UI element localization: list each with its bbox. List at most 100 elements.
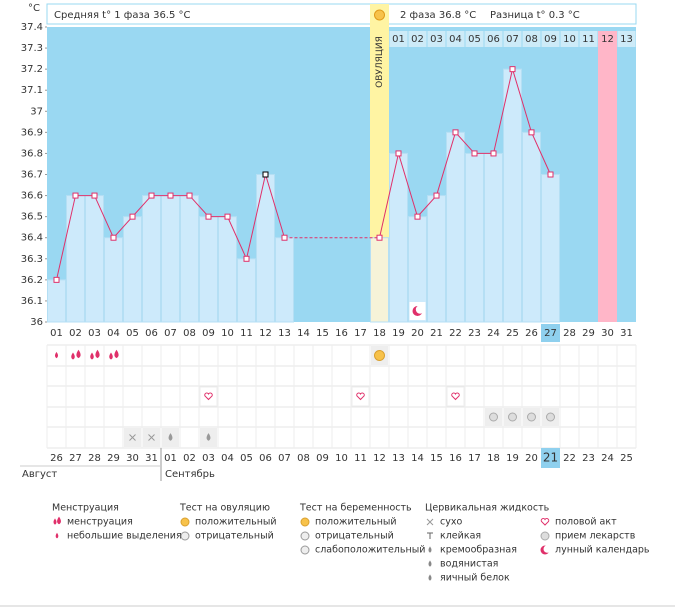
bar xyxy=(427,195,446,323)
drop-icon xyxy=(206,433,211,441)
bar xyxy=(161,195,180,323)
bar xyxy=(370,237,389,323)
date-label: 16 xyxy=(449,453,462,464)
date-label: 15 xyxy=(430,453,443,464)
bar xyxy=(218,216,237,323)
x-tick-label: 02 xyxy=(69,328,82,339)
x-tick-label: 13 xyxy=(278,328,291,339)
date-label: 10 xyxy=(335,453,348,464)
post-ovulation-cell xyxy=(617,31,636,47)
legend-item: половой акт xyxy=(555,517,617,528)
heart-icon xyxy=(540,518,550,526)
date-label: 17 xyxy=(468,453,481,464)
post-ovulation-day: 03 xyxy=(430,34,443,45)
y-tick-label: 36.3 xyxy=(21,254,43,265)
bar xyxy=(389,152,408,323)
date-label: 22 xyxy=(563,453,576,464)
symbol-cell xyxy=(199,386,218,407)
point xyxy=(395,150,402,157)
x-tick-label: 31 xyxy=(620,328,633,339)
x-tick-label: 03 xyxy=(88,328,101,339)
bar xyxy=(503,68,522,323)
date-label: 24 xyxy=(601,453,614,464)
x-tick-label: 24 xyxy=(487,328,500,339)
bar xyxy=(199,216,218,323)
post-ovulation-cell xyxy=(446,31,465,47)
bar xyxy=(237,258,256,323)
bar xyxy=(123,216,142,323)
header-box xyxy=(46,3,637,25)
legend-item: небольшие выделения xyxy=(67,531,182,542)
point xyxy=(224,213,231,220)
x-tick-label: 20 xyxy=(411,328,424,339)
post-ovulation-day: 12 xyxy=(601,34,614,45)
date-label: 06 xyxy=(259,453,272,464)
x-tick-label: 27 xyxy=(544,328,557,339)
post-ovulation-day: 09 xyxy=(544,34,557,45)
drop-icon xyxy=(114,349,119,359)
drop-icon xyxy=(57,516,61,525)
y-tick-label: 36.9 xyxy=(21,127,43,138)
x-tick-label: 14 xyxy=(297,328,310,339)
point xyxy=(91,192,98,199)
date-label: 08 xyxy=(297,453,310,464)
date-label: 11 xyxy=(354,453,367,464)
bar xyxy=(522,131,541,323)
legend-icon xyxy=(300,531,310,541)
date-label: 21 xyxy=(543,451,558,465)
x-tick-label: 01 xyxy=(50,328,63,339)
legend-title: Тест на овуляцию xyxy=(179,503,270,514)
bar xyxy=(465,152,484,323)
drop-icon xyxy=(109,352,113,360)
drop-icon xyxy=(53,518,57,525)
legend-item: слабоположительный xyxy=(315,545,425,556)
x-tick-label: 18 xyxy=(373,328,386,339)
date-label: 02 xyxy=(183,453,196,464)
x-tick-label: 05 xyxy=(126,328,139,339)
ovulation-icon xyxy=(374,9,385,21)
legend-icon xyxy=(543,545,552,553)
x-tick-label: 07 xyxy=(164,328,177,339)
point xyxy=(53,276,60,283)
post-ovulation-cell xyxy=(522,31,541,47)
moon-cut xyxy=(415,305,425,314)
post-ovulation-day: 13 xyxy=(620,34,633,45)
point xyxy=(433,192,440,199)
legend-icon xyxy=(300,517,310,527)
y-tick-label: 36.5 xyxy=(21,212,43,223)
x-tick-label: 28 xyxy=(563,328,576,339)
date-label: 09 xyxy=(316,453,329,464)
drop-icon xyxy=(71,352,75,360)
post-ovulation-day: 02 xyxy=(411,34,424,45)
pill-icon xyxy=(546,412,555,422)
legend-title: Цервикальная жидкость xyxy=(425,503,550,514)
point xyxy=(414,213,421,220)
post-ovulation-cell xyxy=(465,31,484,47)
point xyxy=(490,150,497,157)
point xyxy=(528,129,535,136)
date-label: 13 xyxy=(392,453,405,464)
drop-icon xyxy=(54,351,59,359)
legend-item: водянистая xyxy=(440,559,498,570)
bar xyxy=(142,195,161,323)
legend-title: Менструация xyxy=(52,503,119,514)
y-tick-label: 37.2 xyxy=(21,64,43,75)
legend-item: лунный календарь xyxy=(555,545,650,556)
legend-icon xyxy=(180,517,190,527)
post-ovulation-cell xyxy=(579,31,598,47)
x-tick-label: 08 xyxy=(183,328,196,339)
x-tick-label: 11 xyxy=(240,328,253,339)
date-label: 12 xyxy=(373,453,386,464)
temperature-line xyxy=(379,67,551,238)
y-tick-label: 37.4 xyxy=(21,22,43,33)
post-ovulation-cell xyxy=(503,31,522,47)
x-tick-label: 04 xyxy=(107,328,120,339)
x-tick-label: 21 xyxy=(430,328,443,339)
today-box xyxy=(541,324,560,342)
date-label: 27 xyxy=(69,453,82,464)
post-ovulation-day: 04 xyxy=(449,34,462,45)
cross-icon xyxy=(129,434,136,441)
post-ovulation-cell xyxy=(541,31,560,47)
point xyxy=(72,192,79,199)
